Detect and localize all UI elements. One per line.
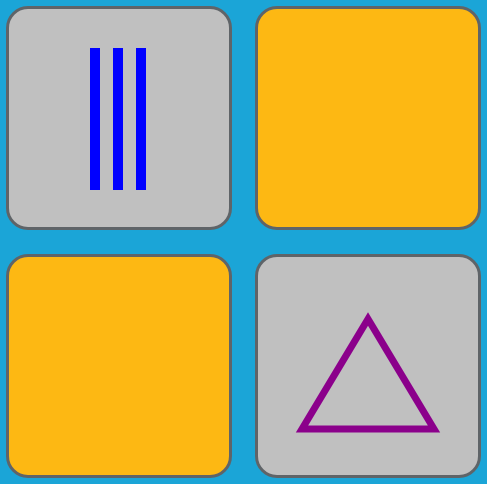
- card-triangle[interactable]: [255, 254, 481, 478]
- card-face-down-1[interactable]: [255, 6, 481, 230]
- line-1: [90, 48, 100, 190]
- line-2: [113, 48, 123, 190]
- three-lines-icon: [90, 48, 146, 190]
- line-3: [136, 48, 146, 190]
- triangle-outline: [295, 312, 441, 433]
- card-three-lines[interactable]: [6, 6, 232, 230]
- card-face-down-2[interactable]: [6, 254, 232, 478]
- triangle-icon: [295, 312, 441, 433]
